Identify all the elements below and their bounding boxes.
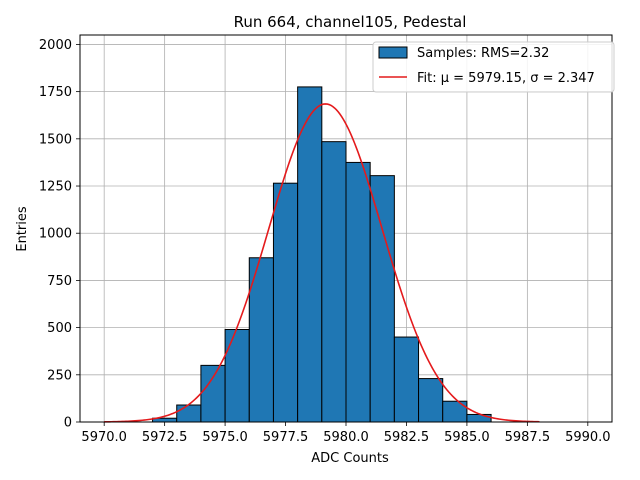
y-tick-label: 750 [47, 274, 72, 289]
histogram-bar [345, 161, 371, 423]
x-tick-label: 5990.0 [565, 430, 611, 445]
y-tick-label: 1750 [39, 85, 72, 100]
legend-fit-label: Fit: μ = 5979.15, σ = 2.347 [417, 71, 595, 86]
x-tick-label: 5980.0 [323, 430, 369, 445]
x-axis-label: ADC Counts [311, 451, 389, 466]
y-tick-label: 250 [47, 368, 72, 383]
x-tick-label: 5985.0 [444, 430, 490, 445]
y-tick-label: 500 [47, 321, 72, 336]
histogram-bar [393, 336, 420, 423]
histogram-bar [466, 413, 492, 423]
x-tick-label: 5975.0 [202, 430, 248, 445]
y-tick-label: 2000 [39, 38, 72, 53]
y-tick-label: 1500 [39, 132, 72, 147]
histogram-bar [224, 328, 250, 423]
x-tick-label: 5987.5 [505, 430, 551, 445]
legend-samples-swatch [378, 46, 408, 59]
histogram-bar [176, 404, 202, 423]
y-tick-label: 1000 [39, 227, 72, 242]
fit-curve [104, 103, 540, 423]
y-tick-label: 1250 [39, 180, 72, 195]
x-tick-label: 5972.5 [142, 430, 188, 445]
histogram-bar [200, 364, 226, 423]
y-axis-ticks: 0 250 500 750 1000 1250 1500 1750 2000 [39, 38, 80, 431]
chart-title: Run 664, channel105, Pedestal [234, 13, 467, 31]
x-tick-label: 5977.5 [263, 430, 309, 445]
histogram-bar [272, 182, 299, 423]
legend-box [372, 41, 615, 93]
histogram-bar [418, 378, 444, 423]
x-axis-ticks: 5970.0 5972.5 5975.0 5977.5 5980.0 5982.5 5985… [81, 422, 611, 445]
legend: Samples: RMS=2.32 Fit: μ = 5979.15, σ = … [372, 41, 615, 93]
histogram-bar [321, 141, 347, 423]
x-tick-label: 5970.0 [81, 430, 127, 445]
x-tick-label: 5982.5 [384, 430, 430, 445]
histogram-bar [297, 86, 323, 423]
y-axis-label: Entries [15, 206, 30, 252]
legend-samples-label: Samples: RMS=2.32 [417, 46, 549, 61]
y-tick-label: 0 [64, 416, 72, 431]
histogram-bar [369, 175, 395, 423]
